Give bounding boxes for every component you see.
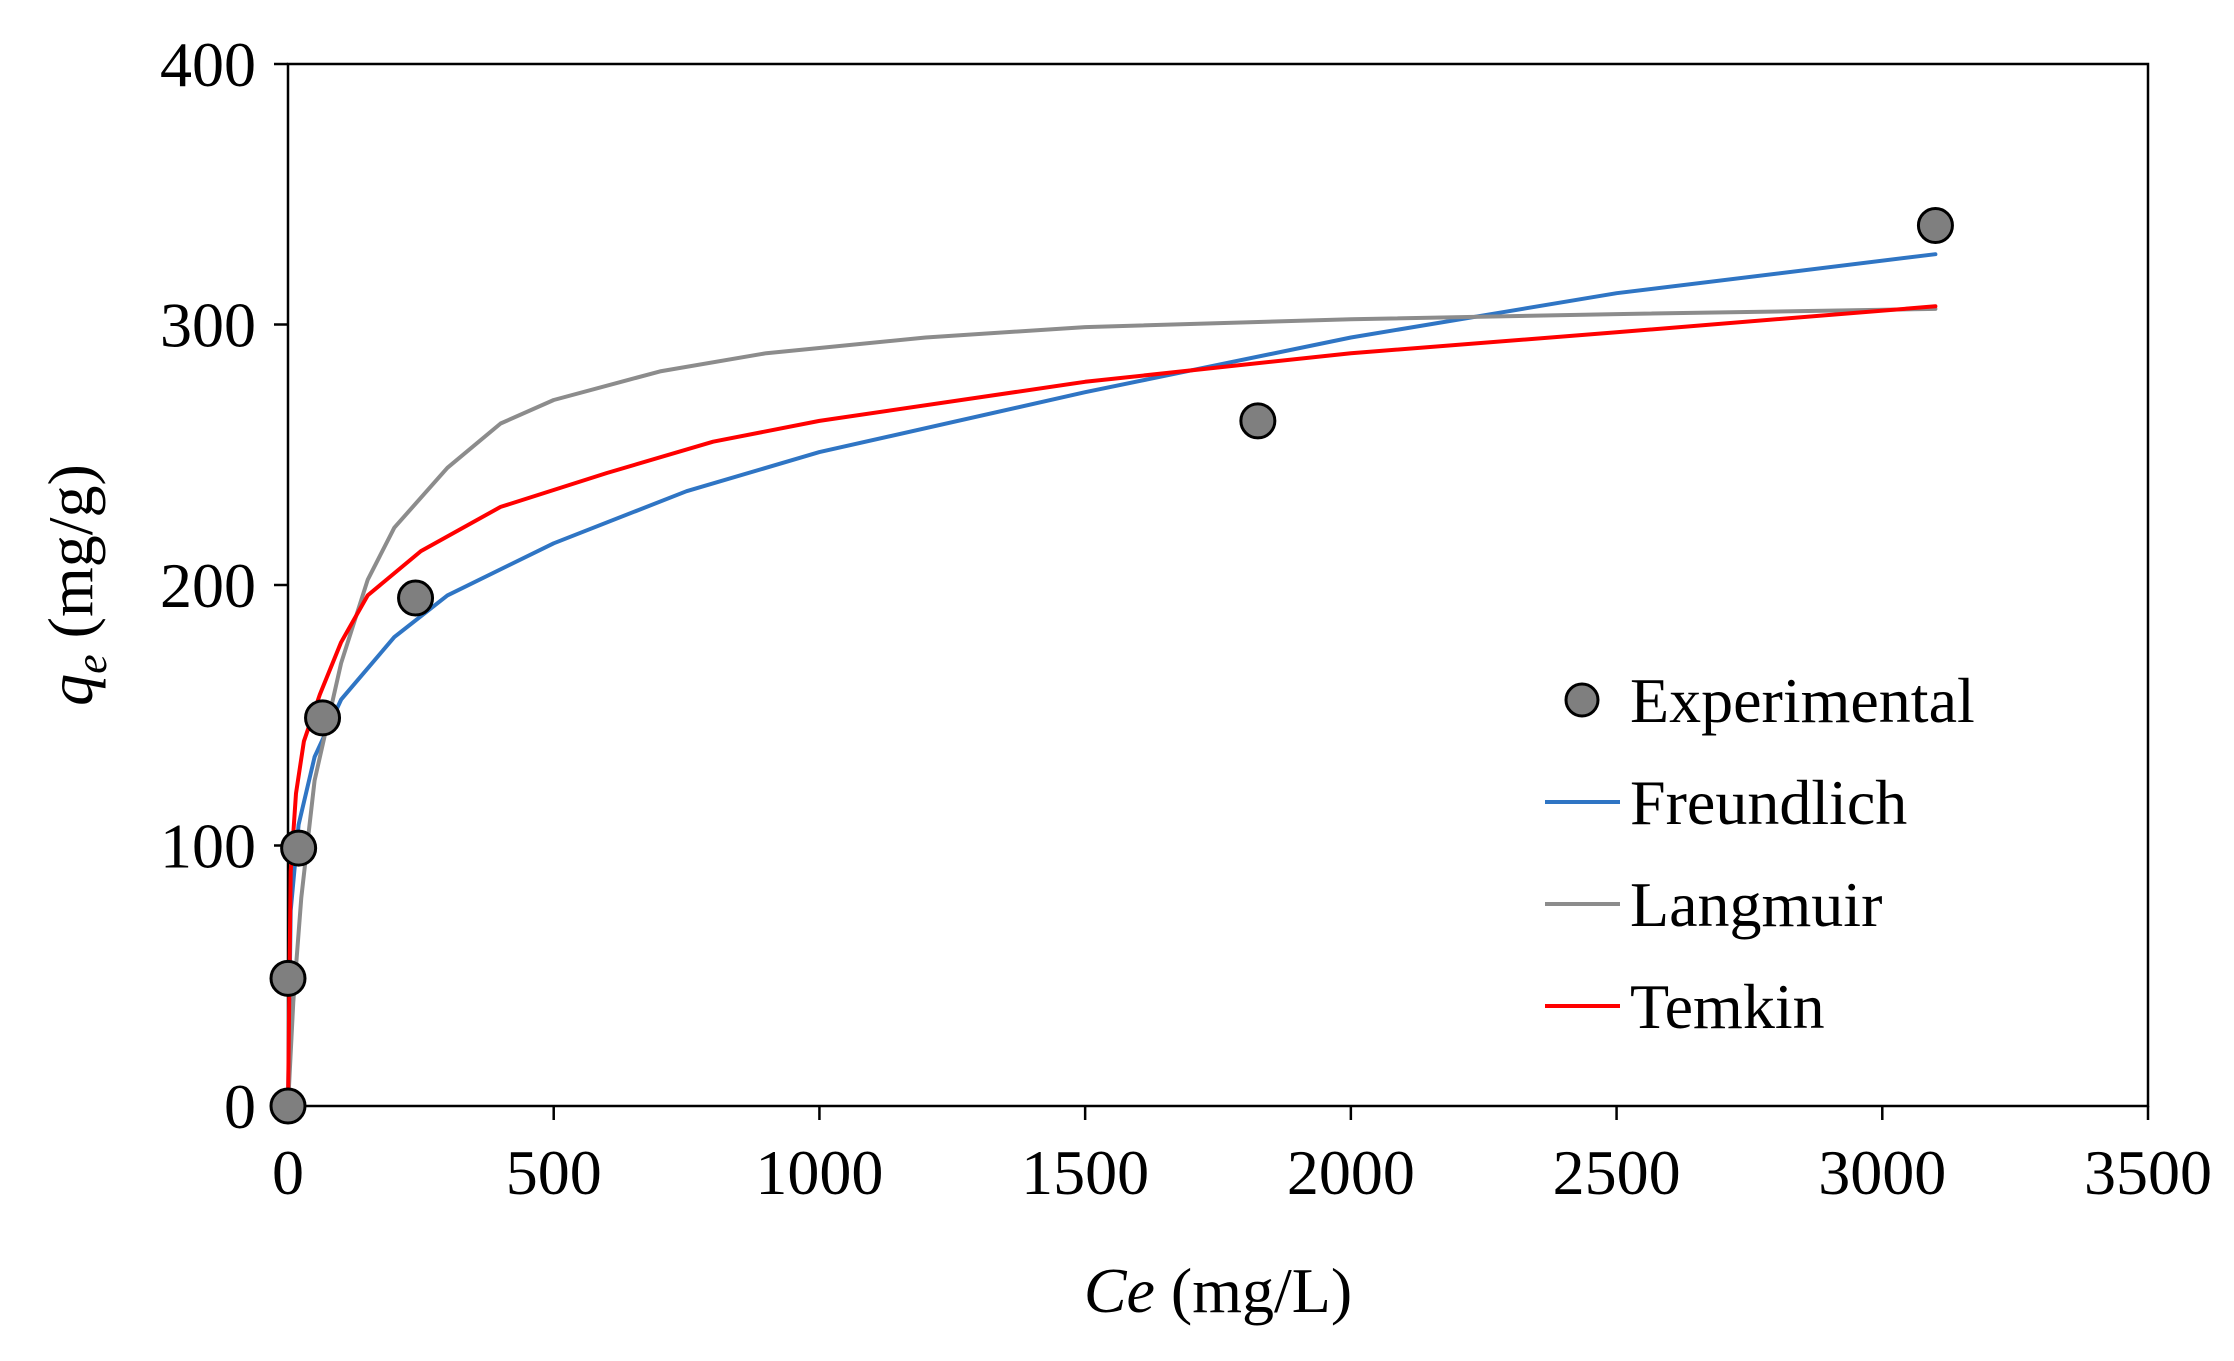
experimental-markers (269, 207, 1954, 1125)
x-axis-title: Ce (mg/L) (1084, 1255, 1352, 1326)
x-tick-label: 2000 (1287, 1137, 1415, 1208)
data-point-experimental (397, 579, 435, 617)
legend-item-experimental: Experimental (1564, 665, 1975, 736)
data-point-experimental (304, 699, 342, 737)
data-point-experimental (269, 959, 307, 997)
legend-label-experimental: Experimental (1630, 665, 1975, 736)
y-tick-label: 200 (160, 550, 256, 621)
data-point-experimental (280, 829, 318, 867)
x-tick-label: 2500 (1553, 1137, 1681, 1208)
x-tick-label: 500 (506, 1137, 602, 1208)
y-tick-label: 400 (160, 29, 256, 100)
legend-label-langmuir: Langmuir (1630, 869, 1882, 940)
legend-label-temkin: Temkin (1630, 971, 1825, 1042)
series-line-freundlich (286, 252, 1938, 1108)
y-axis-title: qe (mg/g) (35, 464, 116, 706)
fit-lines (286, 252, 1938, 1108)
x-tick-label: 3500 (2084, 1137, 2212, 1208)
y-tick-label: 0 (224, 1071, 256, 1142)
y-axis-title-italic: q (35, 674, 106, 706)
data-point-experimental (1916, 207, 1954, 245)
x-tick-label: 3000 (1818, 1137, 1946, 1208)
y-axis-ticks: 0 100 200 300 400 (160, 29, 288, 1142)
legend-label-freundlich: Freundlich (1630, 767, 1907, 838)
series-line-temkin (286, 304, 1938, 1108)
legend-item-langmuir: Langmuir (1545, 869, 1882, 940)
x-tick-label: 0 (272, 1137, 304, 1208)
x-tick-label: 1500 (1021, 1137, 1149, 1208)
x-axis-title-unit: (mg/L) (1155, 1255, 1352, 1326)
x-axis-title-italic: Ce (1084, 1255, 1155, 1326)
y-tick-label: 100 (160, 811, 256, 882)
x-tick-label: 1000 (755, 1137, 883, 1208)
legend-item-freundlich: Freundlich (1545, 767, 1907, 838)
y-axis-title-subscript: e (67, 654, 116, 674)
data-point-experimental (269, 1087, 307, 1125)
y-tick-label: 300 (160, 290, 256, 361)
y-axis-title-unit: (mg/g) (35, 464, 106, 654)
data-point-experimental (1239, 402, 1277, 440)
legend-item-temkin: Temkin (1545, 971, 1825, 1042)
series-line-langmuir (286, 306, 1938, 1108)
legend: Experimental Freundlich Langmuir Temkin (1545, 665, 1975, 1042)
plot-area-frame (286, 62, 2150, 1108)
legend-marker-experimental (1564, 682, 1600, 718)
x-axis-ticks: 0 500 1000 1500 2000 2500 3000 3500 (272, 1106, 2212, 1208)
